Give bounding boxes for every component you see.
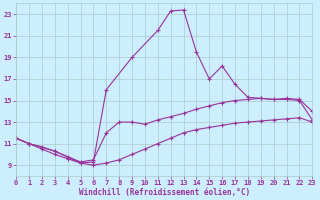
X-axis label: Windchill (Refroidissement éolien,°C): Windchill (Refroidissement éolien,°C) [79,188,250,197]
